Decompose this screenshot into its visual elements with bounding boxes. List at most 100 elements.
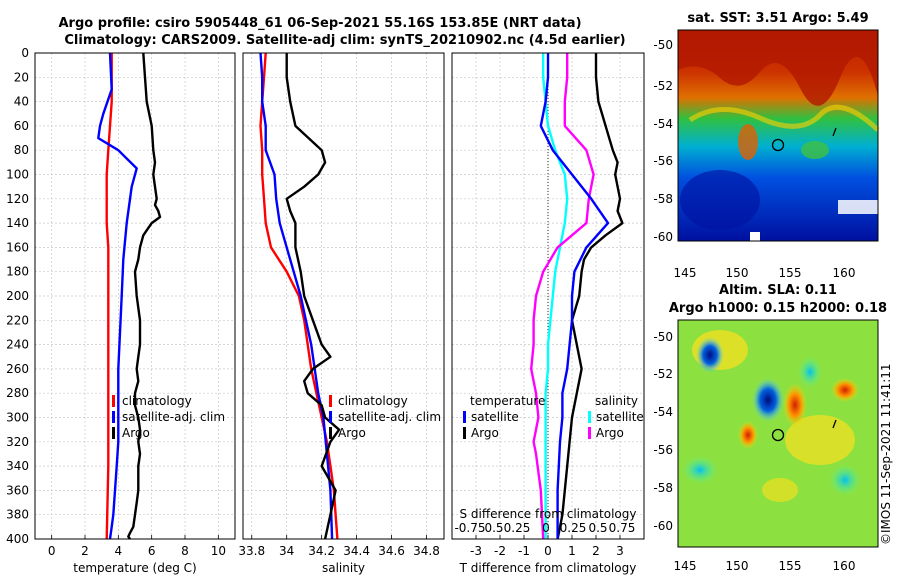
x-tick-label: 10: [211, 544, 226, 558]
legend-swatch-climatology: [112, 395, 115, 407]
sst-ytick: -54: [653, 117, 673, 131]
legend-label-temp-argo: Argo: [471, 426, 499, 440]
sla-xtick: 145: [674, 559, 697, 573]
legend-label-temp-satellite: satellite: [471, 410, 519, 424]
sla-anomaly: [762, 478, 798, 502]
s-tick: 0.25: [560, 521, 587, 535]
legend-label-argo: Argo: [122, 426, 150, 440]
y-tick-label: 360: [6, 483, 29, 497]
x-tick-label: 4: [115, 544, 123, 558]
y-tick-label: 300: [6, 411, 29, 425]
x-tick-label: 34.6: [378, 544, 405, 558]
series-line-salinity-argo: [530, 53, 595, 540]
x-tick-label: 6: [148, 544, 156, 558]
sst-missing-data: [750, 232, 760, 241]
x-tick-label: 34: [279, 544, 294, 558]
y-tick-label: 400: [6, 532, 29, 546]
sla-ticks: 145 150 155 160 -50 -52 -54 -56 -58 -60: [653, 330, 855, 573]
x-tick-label: 33.8: [238, 544, 265, 558]
series-line-argo: [285, 53, 341, 540]
series-line-temperature-satellite: [542, 53, 569, 539]
s-tick: 0.5: [484, 521, 503, 535]
sst-xtick: 145: [674, 266, 697, 280]
difference-legend: temperature salinity satellite Argo sate…: [463, 394, 644, 440]
y-tick-label: 340: [6, 459, 29, 473]
legend-swatch-satellite: [329, 411, 332, 423]
sla-anomaly: [682, 456, 718, 484]
y-tick-label: 40: [14, 95, 29, 109]
x-tick-label: 3: [616, 544, 624, 558]
difference-panel: -3 -2 -1 0 1 2 3 T difference from climatology: [451, 52, 645, 575]
sla-ytick: -58: [653, 481, 673, 495]
series-line-climatology: [105, 53, 113, 540]
legend-label-climatology: climatology: [122, 394, 192, 408]
sst-ytick: -50: [653, 38, 673, 52]
legend-label-climatology: climatology: [338, 394, 408, 408]
argo-position-marker: [771, 428, 785, 442]
sla-high: [738, 421, 758, 449]
sla-map-title1: Altim. SLA: 0.11: [719, 283, 837, 298]
sst-map-title: sat. SST: 3.51 Argo: 5.49: [687, 11, 868, 26]
y-tick-label: 220: [6, 313, 29, 327]
temperature-legend: climatology satellite-adj. clim Argo: [112, 394, 225, 440]
argo-track: [832, 419, 837, 429]
y-tick-label: 260: [6, 362, 29, 376]
sla-map: 145 150 155 160 -50 -52 -54 -56 -58 -60: [653, 319, 879, 573]
legend-swatch-sal-satellite: [588, 411, 591, 423]
s-tick: 0.75: [609, 521, 636, 535]
legend-swatch-sal-argo: [588, 427, 591, 439]
x-tick-label: 1: [568, 544, 576, 558]
series-line-temperature-satellite-adj: [539, 53, 610, 539]
legend-swatch-argo: [112, 427, 115, 439]
y-tick-label: 160: [6, 240, 29, 254]
salinity-panel: 33.8 34 34.2 34.4 34.6 34.8 salinity: [238, 52, 445, 575]
sla-low: [696, 337, 724, 373]
s-difference-ticks: -0.75 0.5 0.25 0 0.25 0.5 0.75: [454, 521, 635, 535]
argo-position-marker: [771, 138, 785, 152]
y-tick-label: 20: [14, 70, 29, 84]
x-axis-label: temperature (deg C): [73, 561, 196, 575]
legend-label-argo: Argo: [338, 426, 366, 440]
sla-ytick: -60: [653, 519, 673, 533]
sla-xtick: 155: [779, 559, 802, 573]
y-tick-label: 280: [6, 386, 29, 400]
x-tick-label: 2: [81, 544, 89, 558]
sst-ticks: 145 150 155 160 -50 -52 -54 -56 -58 -60: [653, 38, 855, 280]
x-axis-label: T difference from climatology: [459, 561, 637, 575]
s-tick: 0.25: [504, 521, 531, 535]
sla-ytick: -50: [653, 330, 673, 344]
x-axis-label: salinity: [322, 561, 365, 575]
x-tick-label: -2: [494, 544, 506, 558]
sla-anomaly: [798, 356, 822, 388]
legend-label-sal-argo: Argo: [596, 426, 624, 440]
y-tick-label: 380: [6, 508, 29, 522]
legend-label-sal-satellite: satellite: [596, 410, 644, 424]
axis-frame: [34, 52, 236, 540]
y-tick-label: 100: [6, 168, 29, 182]
sla-low: [752, 378, 784, 422]
series-line-satellite-adj-clim: [259, 52, 334, 540]
x-tick-label: -1: [518, 544, 530, 558]
s-difference-label: S difference from climatology: [460, 507, 637, 521]
s-tick: 0.5: [588, 521, 607, 535]
legend-swatch-temp-satellite: [463, 411, 466, 423]
s-tick: -0.75: [454, 521, 485, 535]
legend-label-satellite: satellite-adj. clim: [122, 410, 225, 424]
sst-xtick: 150: [726, 266, 749, 280]
y-tick-label: 240: [6, 338, 29, 352]
axis-frame: [242, 52, 445, 540]
sst-cold-region: [680, 170, 760, 230]
y-tick-label: 80: [14, 143, 29, 157]
x-tick-label: 34.8: [413, 544, 440, 558]
sst-xtick: 160: [833, 266, 856, 280]
figure-title-line2: Climatology: CARS2009. Satellite-adj cli…: [64, 33, 625, 48]
y-tick-label: 140: [6, 216, 29, 230]
y-tick-label: 120: [6, 192, 29, 206]
sla-map-title2: Argo h1000: 0.15 h2000: 0.18: [669, 301, 887, 316]
sla-anomaly: [785, 415, 855, 465]
x-tick-label: 34.4: [343, 544, 370, 558]
sla-high: [831, 378, 859, 402]
x-tick-label: 0: [48, 544, 56, 558]
y-tick-label: 0: [21, 46, 29, 60]
sla-map-frame: [677, 319, 879, 548]
